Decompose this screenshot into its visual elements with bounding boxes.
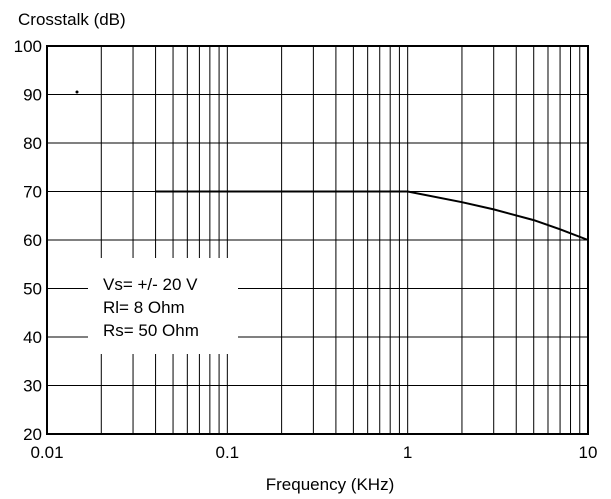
- y-tick-label: 30: [23, 377, 42, 396]
- annotation-box: Vs= +/- 20 V Rl= 8 Ohm Rs= 50 Ohm: [88, 258, 238, 354]
- y-axis-label: Crosstalk (dB): [18, 10, 126, 29]
- annotation-background: [88, 258, 238, 354]
- y-tick-label: 40: [23, 328, 42, 347]
- y-tick-label: 20: [23, 425, 42, 444]
- y-tick-label: 90: [23, 86, 42, 105]
- series-line-0: [155, 190, 589, 241]
- y-tick-labels: 20 30 40 50 60 70 80 90 100: [14, 37, 42, 444]
- x-tick-label: 0.01: [30, 443, 63, 462]
- x-tick-labels: 0.01 0.1 1 10: [30, 443, 597, 462]
- x-tick-label: 0.1: [216, 443, 240, 462]
- x-tick-label: 1: [403, 443, 412, 462]
- y-tick-label: 80: [23, 134, 42, 153]
- annotation-rl: Rl= 8 Ohm: [103, 298, 185, 317]
- y-tick-label: 70: [23, 183, 42, 202]
- series-group: [155, 190, 589, 241]
- stray-dot: [75, 90, 79, 94]
- annotation-rs: Rs= 50 Ohm: [103, 321, 199, 340]
- y-tick-label: 60: [23, 231, 42, 250]
- annotation-vs: Vs= +/- 20 V: [103, 275, 198, 294]
- y-tick-label: 50: [23, 280, 42, 299]
- x-axis-label: Frequency (KHz): [266, 475, 394, 494]
- x-tick-label: 10: [579, 443, 598, 462]
- y-tick-label: 100: [14, 37, 42, 56]
